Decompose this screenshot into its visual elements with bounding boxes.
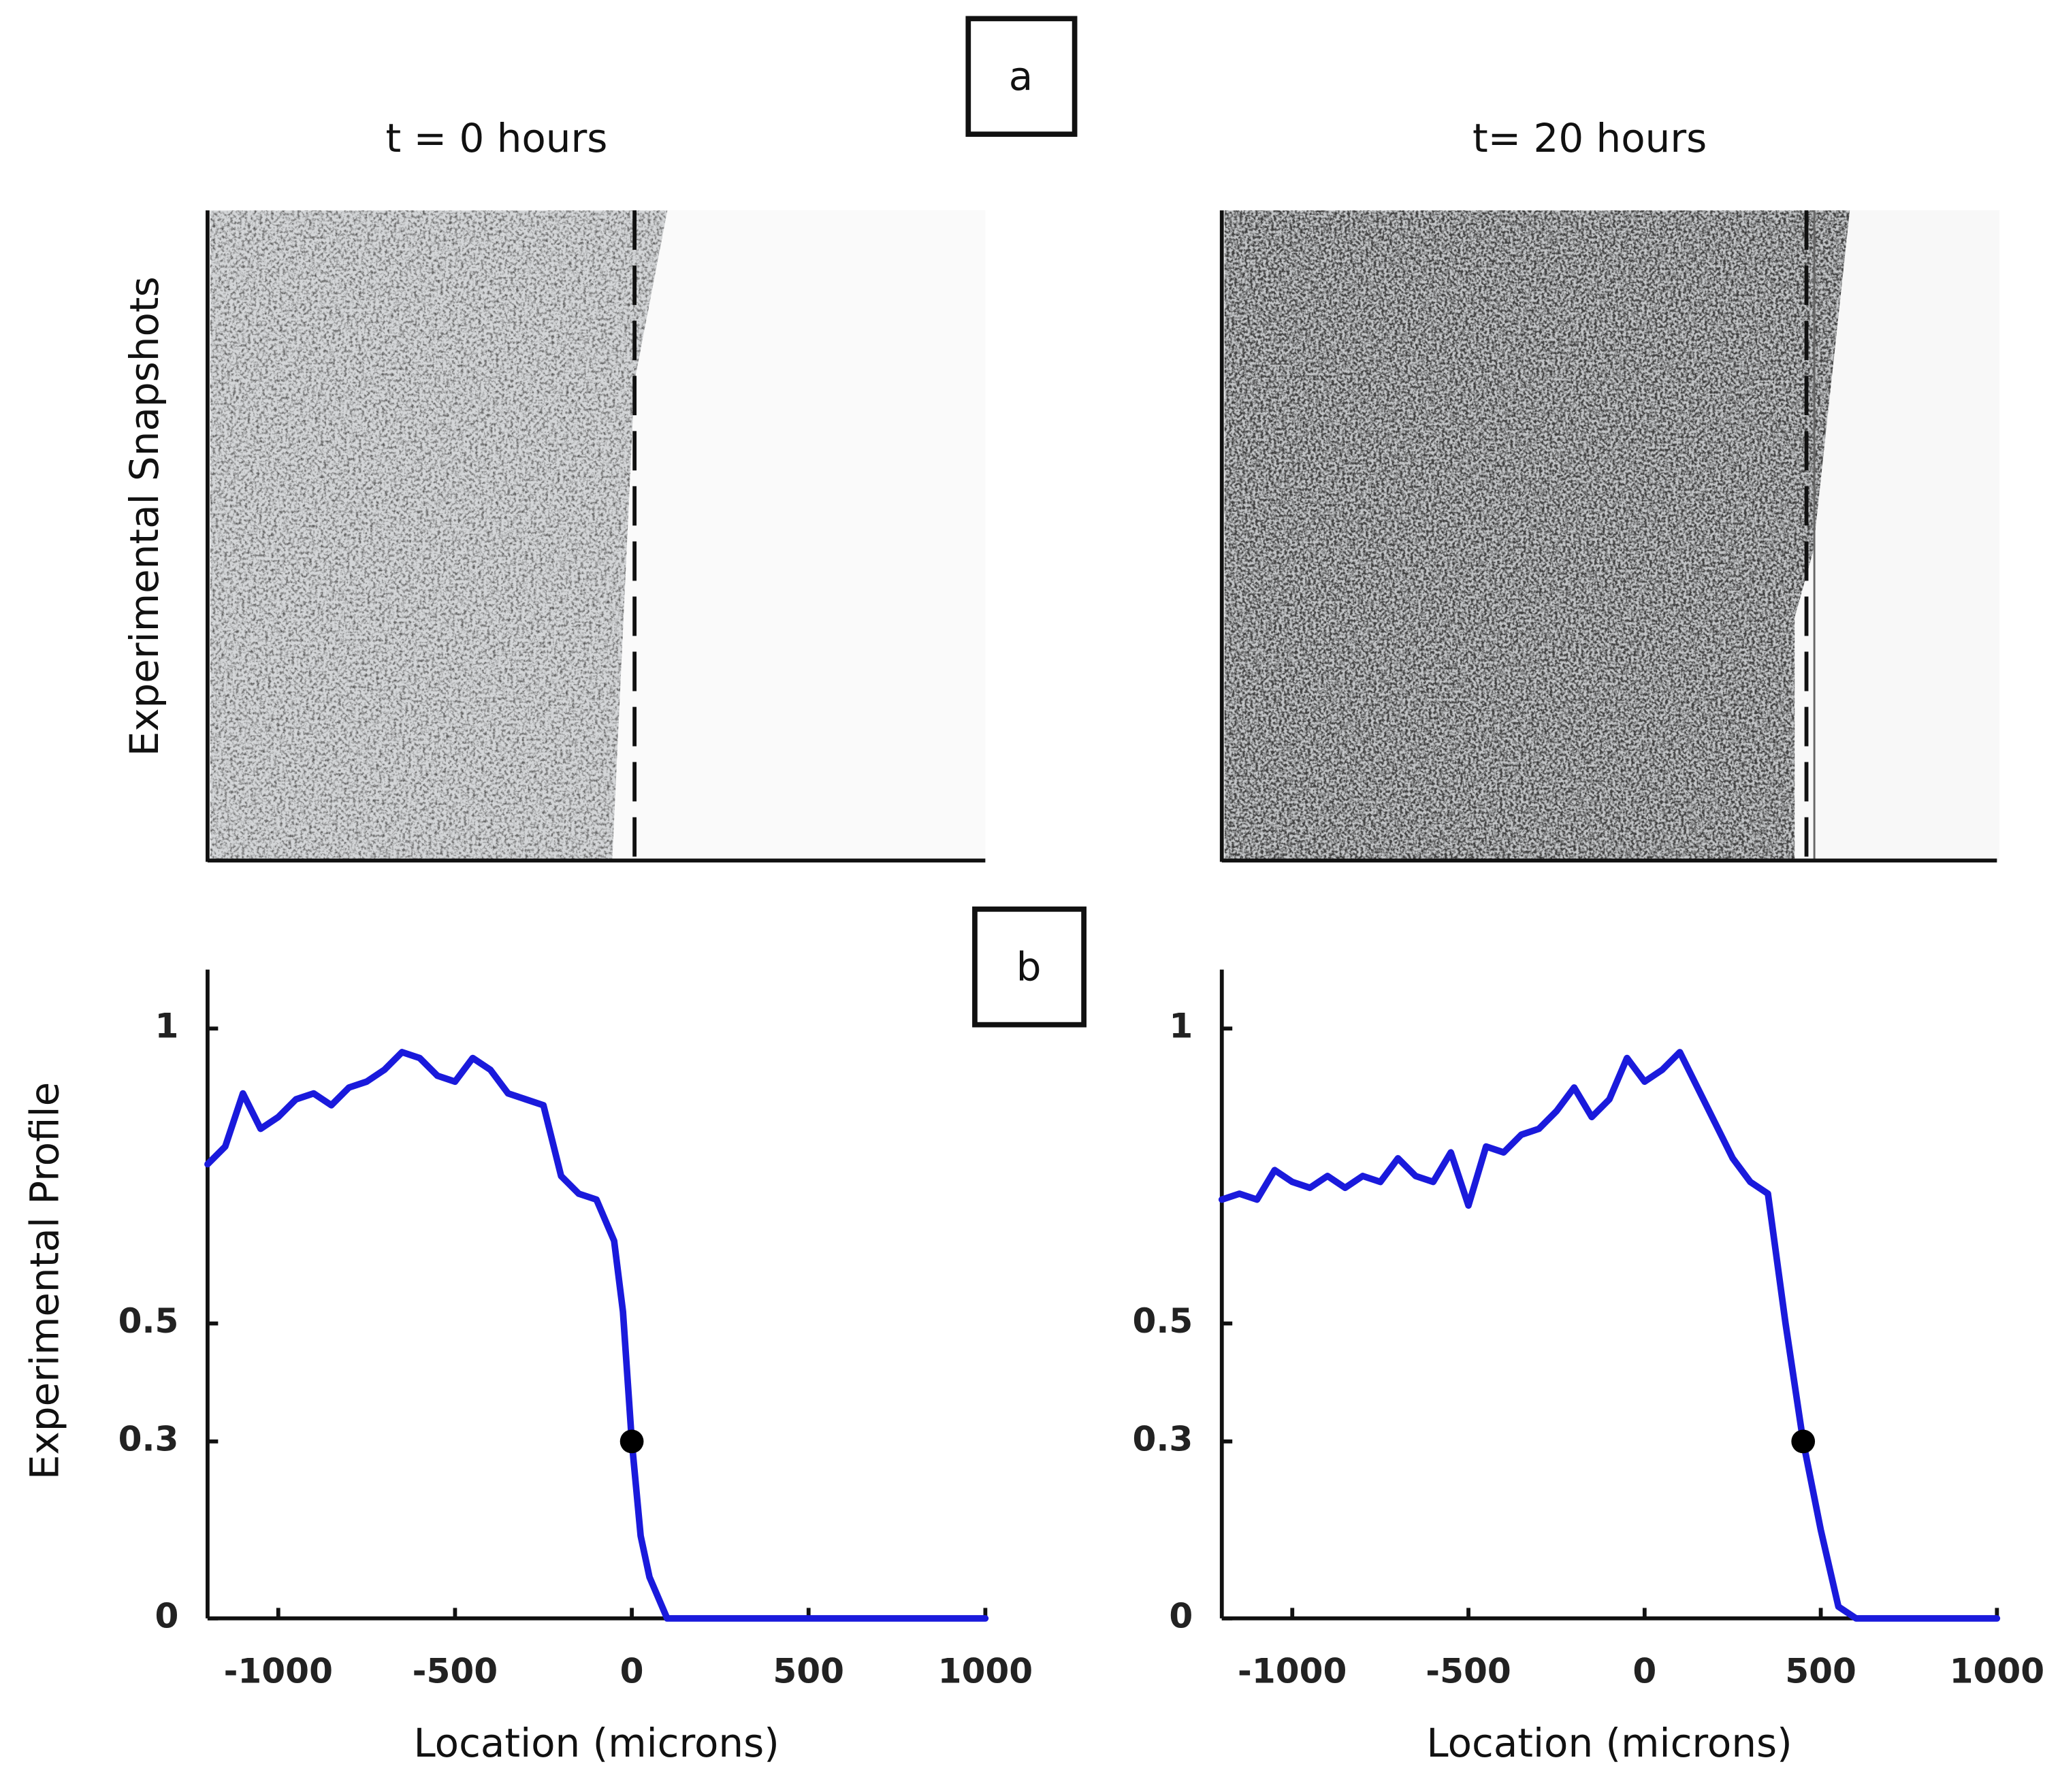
panel-label: a <box>1009 53 1033 99</box>
y-tick-label: 0.5 <box>118 1301 179 1341</box>
x-tick-label: -500 <box>413 1650 498 1691</box>
threshold-point <box>1791 1429 1816 1454</box>
snapshot <box>1219 210 2000 863</box>
label-box <box>965 16 1078 137</box>
y-tick-label: 0.3 <box>1132 1418 1193 1459</box>
x-tick-label: -1000 <box>1238 1650 1347 1691</box>
panel-label: b <box>1016 944 1042 990</box>
x-tick-label: -500 <box>1426 1650 1511 1691</box>
x-tick-label: 500 <box>1785 1650 1856 1691</box>
y-tick-label: 0 <box>1169 1595 1193 1635</box>
x-tick-label: 1000 <box>1950 1650 2045 1691</box>
snapshot-title: t = 0 hours <box>386 115 608 161</box>
y-axis-label: Experimental Profile <box>22 1082 68 1480</box>
x-tick-label: -1000 <box>224 1650 333 1691</box>
x-axis-label: Location (microns) <box>413 1720 779 1766</box>
x-tick-label: 0 <box>620 1650 644 1691</box>
y-tick-label: 0 <box>155 1595 179 1635</box>
snapshot-title: t= 20 hours <box>1472 115 1707 161</box>
y-tick-label: 1 <box>155 1006 179 1046</box>
snapshot <box>206 210 986 863</box>
x-tick-label: 0 <box>1632 1650 1656 1691</box>
y-tick-label: 0.3 <box>118 1418 179 1459</box>
x-tick-label: 500 <box>773 1650 844 1691</box>
y-tick-label: 0.5 <box>1132 1301 1193 1341</box>
x-axis-label: Location (microns) <box>1426 1720 1792 1766</box>
x-tick-label: 1000 <box>938 1650 1033 1691</box>
profile-line <box>1218 1049 2001 1622</box>
y-tick-label: 1 <box>1169 1006 1193 1046</box>
threshold-point <box>619 1429 644 1454</box>
label-box <box>972 906 1087 1028</box>
profile-line <box>204 1049 989 1622</box>
snapshot-ylabel: Experimental Snapshots <box>121 276 167 756</box>
